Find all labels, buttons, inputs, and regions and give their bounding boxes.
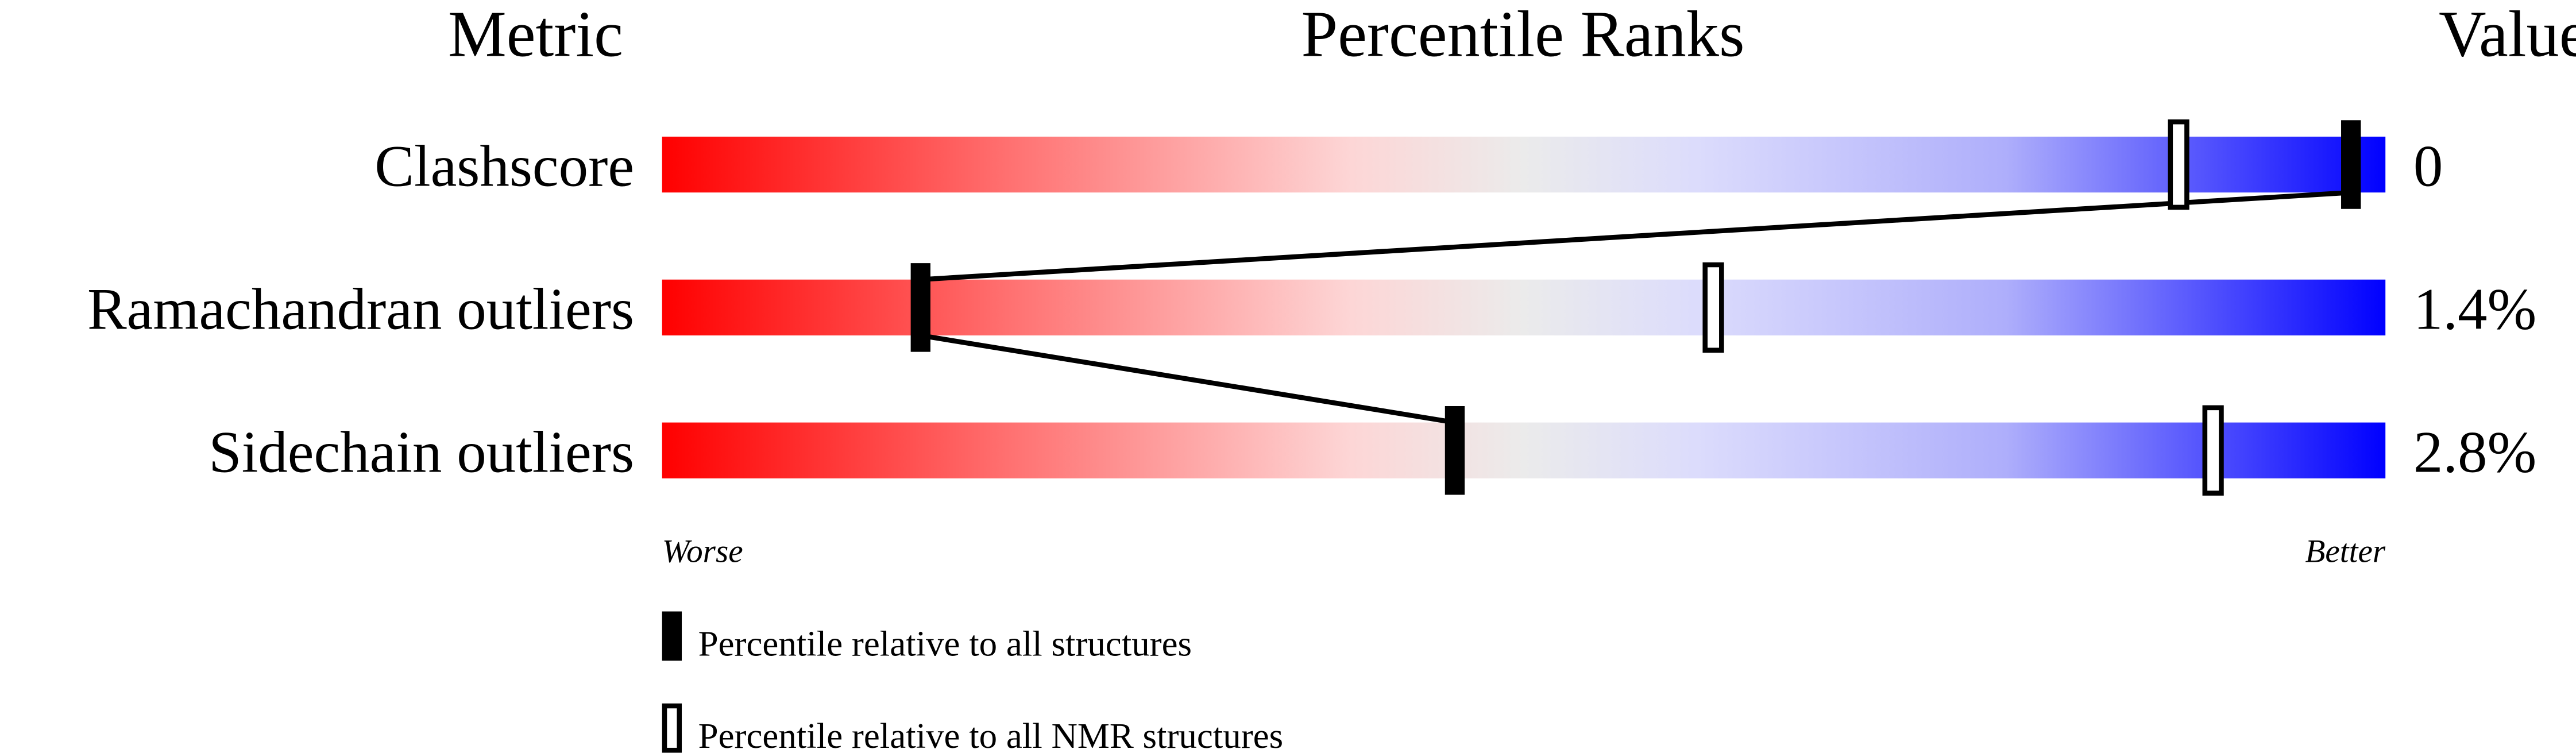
legend-nmr-structures: Percentile relative to all NMR structure…	[698, 716, 1283, 753]
value-header: Value	[2439, 0, 2576, 71]
sidechain-outliers-bar	[662, 422, 2386, 478]
connector-line	[920, 190, 2351, 283]
legend-all-structures: Percentile relative to all structures	[698, 624, 1192, 664]
metric-header: Metric	[448, 0, 623, 71]
sidechain-outliers-label: Sidechain outliers	[208, 419, 634, 485]
worse-label: Worse	[662, 534, 743, 570]
percentile-ranks-header: Percentile Ranks	[1301, 0, 1745, 71]
ramachandran-outliers-value: 1.4%	[2413, 277, 2537, 342]
ramachandran-outliers-all-percentile-marker	[910, 263, 930, 352]
clashscore-nmr-percentile-marker	[2168, 119, 2189, 210]
clashscore-bar	[662, 136, 2386, 193]
ramachandran-outliers-bar	[662, 279, 2386, 335]
ramachandran-outliers-nmr-percentile-marker	[1702, 262, 1724, 353]
sidechain-outliers-all-percentile-marker	[1445, 406, 1465, 495]
better-label: Better	[2305, 534, 2385, 570]
clashscore-value: 0	[2413, 134, 2443, 199]
metric-rows: Clashscore 0 Ramachandran outliers 1.4% Side…	[87, 119, 2537, 496]
legend-filled-marker-icon	[662, 611, 682, 661]
clashscore-all-percentile-marker	[2341, 120, 2361, 209]
ramachandran-outliers-label: Ramachandran outliers	[87, 277, 634, 342]
connector-line	[920, 333, 1455, 425]
legend-open-marker-icon	[662, 703, 682, 753]
sidechain-outliers-value: 2.8%	[2413, 419, 2537, 485]
sidechain-outliers-nmr-percentile-marker	[2202, 405, 2224, 496]
clashscore-label: Clashscore	[374, 134, 634, 199]
